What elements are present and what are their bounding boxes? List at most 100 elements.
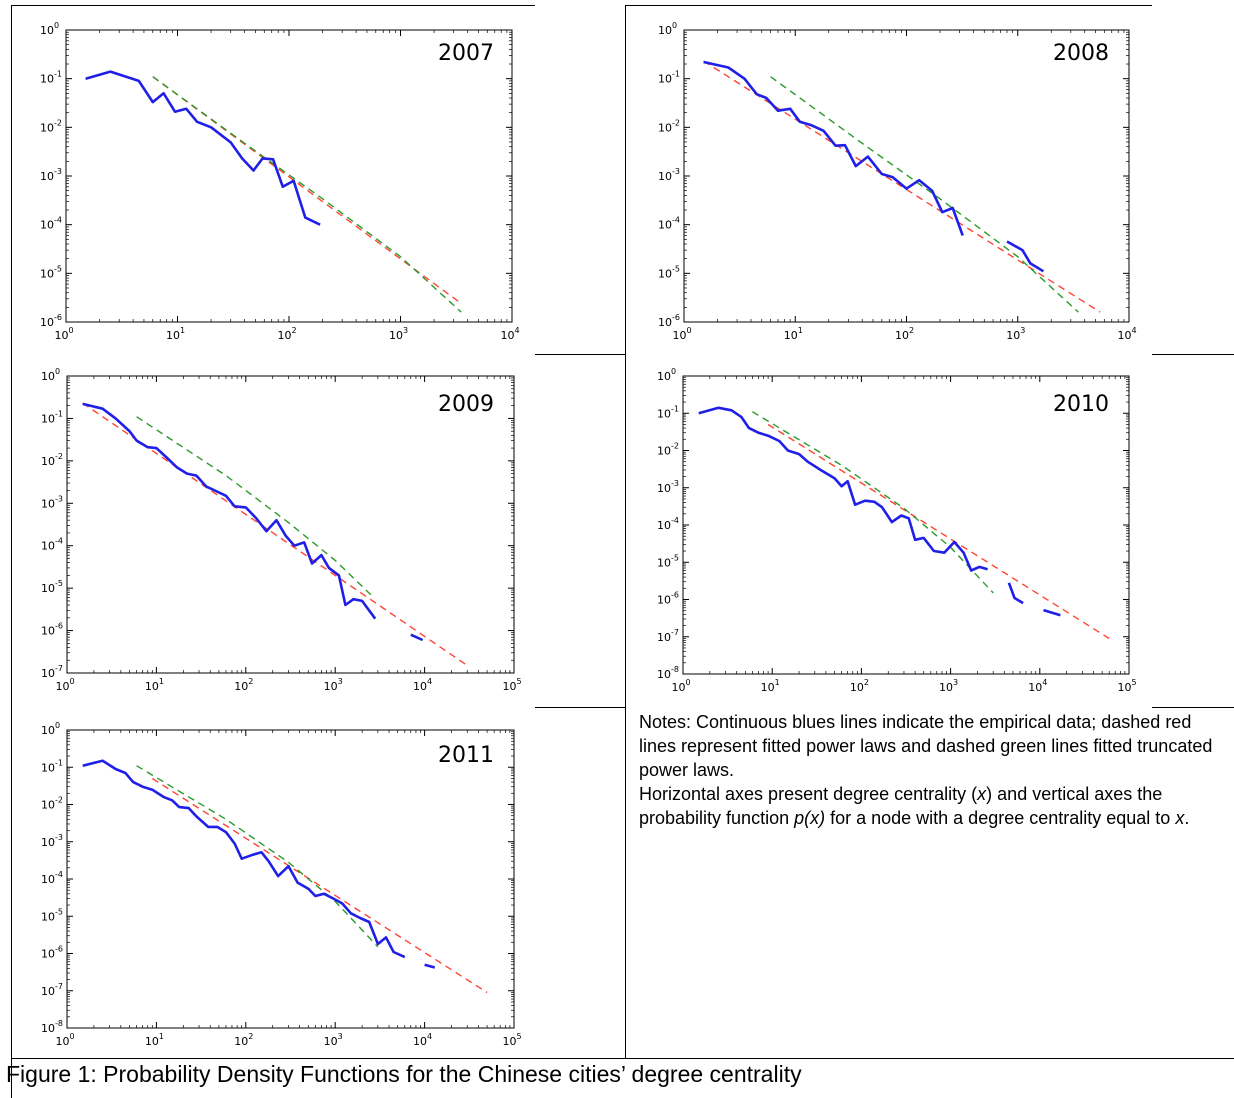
x-tick-label: 101 xyxy=(145,677,164,693)
grid-line-middle xyxy=(625,5,626,1059)
notes-text-b: ) and vertical axes the probability func… xyxy=(639,784,1163,828)
y-tick-label: 10-6 xyxy=(657,591,679,607)
notes-text-a: Horizontal axes present degree centralit… xyxy=(639,784,978,804)
notes-px-func: p(x) xyxy=(794,808,826,828)
x-tick-label: 100 xyxy=(55,677,74,693)
x-tick-label: 101 xyxy=(784,326,803,342)
grid-line-top-right xyxy=(625,5,1152,6)
empirical-data-line xyxy=(1043,608,1061,617)
y-tick-label: 10-6 xyxy=(41,945,63,961)
y-tick-label: 10-4 xyxy=(41,870,63,886)
y-tick-label: 10-2 xyxy=(657,442,679,458)
panel-year-label: 2008 xyxy=(1053,41,1109,66)
x-tick-label: 103 xyxy=(324,677,343,693)
empirical-data-line xyxy=(698,406,988,572)
panel-year-label: 2007 xyxy=(438,41,494,66)
y-tick-label: 10-4 xyxy=(41,537,63,553)
y-tick-label: 10-6 xyxy=(41,622,63,638)
y-tick-label: 10-1 xyxy=(41,409,63,425)
notes-paragraph-2: Horizontal axes present degree centralit… xyxy=(639,782,1229,830)
y-tick-label: 10-2 xyxy=(658,118,680,134)
y-tick-label: 10-4 xyxy=(657,516,679,532)
notes-text-c: for a node with a degree centrality equa… xyxy=(825,808,1176,828)
power-law-fit-line xyxy=(151,777,488,994)
notes-text: Notes: Continuous blues lines indicate t… xyxy=(639,710,1229,830)
x-tick-label: 104 xyxy=(413,1032,432,1048)
y-tick-label: 10-5 xyxy=(41,907,63,923)
figure-caption: Figure 1: Probability Density Functions … xyxy=(6,1061,802,1087)
y-tick-label: 100 xyxy=(41,721,60,737)
x-tick-label: 105 xyxy=(1117,678,1136,694)
axes-frame xyxy=(683,29,1130,323)
chart-panel-2011: 100 101 102 103 104 105 100 10-1 10-2 10-3 10-4 10-… xyxy=(41,721,522,1048)
notes-paragraph-1: Notes: Continuous blues lines indicate t… xyxy=(639,712,1213,780)
notes-text-d: . xyxy=(1184,808,1190,828)
y-tick-label: 10-1 xyxy=(657,404,679,420)
y-tick-label: 10-5 xyxy=(41,579,63,595)
x-tick-label: 102 xyxy=(850,678,869,694)
panel-year-label: 2010 xyxy=(1053,392,1109,417)
minor-ticks xyxy=(684,30,1129,322)
y-tick-label: 10-1 xyxy=(41,758,63,774)
y-tick-label: 10-2 xyxy=(41,796,63,812)
truncated-power-law-fit-line xyxy=(136,416,372,596)
y-tick-label: 10-7 xyxy=(41,982,63,998)
truncated-power-law-fit-line xyxy=(152,76,462,313)
panel-year-label: 2011 xyxy=(438,743,494,768)
y-tick-label: 10-3 xyxy=(41,494,63,510)
x-tick-label: 105 xyxy=(502,677,521,693)
empirical-data-line xyxy=(1007,582,1024,605)
grid-line-row1 xyxy=(535,354,625,355)
empirical-data-line xyxy=(85,70,321,226)
notes-x-var-2: x xyxy=(1175,808,1185,828)
x-tick-label: 103 xyxy=(939,678,958,694)
x-tick-label: 102 xyxy=(234,1032,253,1048)
axes-frame xyxy=(66,729,515,1029)
chart-panel-2009: 100 101 102 103 104 105 100 10-1 10-2 10-3 10-4 10-… xyxy=(41,367,522,693)
empirical-data-line xyxy=(424,963,436,969)
empirical-data-line xyxy=(82,402,377,620)
x-tick-label: 102 xyxy=(895,326,914,342)
minor-ticks xyxy=(67,376,514,673)
y-tick-label: 10-5 xyxy=(657,553,679,569)
y-tick-label: 10-8 xyxy=(657,665,679,681)
x-tick-label: 103 xyxy=(389,326,408,342)
grid-line-top-left xyxy=(11,5,535,6)
y-tick-label: 10-6 xyxy=(40,313,62,329)
notes-x-var: x xyxy=(977,784,987,804)
y-tick-label: 10-7 xyxy=(41,664,63,680)
y-tick-label: 10-3 xyxy=(658,167,680,183)
x-tick-label: 103 xyxy=(324,1032,343,1048)
grid-line-row1-right xyxy=(1152,354,1234,355)
y-tick-label: 10-3 xyxy=(40,167,62,183)
minor-ticks xyxy=(67,730,514,1028)
x-tick-label: 100 xyxy=(672,326,691,342)
y-tick-label: 100 xyxy=(657,367,676,383)
y-tick-label: 10-6 xyxy=(658,313,680,329)
panel-year-label: 2009 xyxy=(438,392,494,417)
truncated-power-law-fit-line xyxy=(136,765,379,948)
x-tick-label: 102 xyxy=(277,326,296,342)
y-tick-label: 10-4 xyxy=(658,216,680,232)
x-tick-label: 103 xyxy=(1006,326,1025,342)
y-tick-label: 100 xyxy=(658,21,677,37)
x-tick-label: 104 xyxy=(1117,326,1136,342)
y-tick-label: 10-1 xyxy=(658,70,680,86)
x-tick-label: 105 xyxy=(502,1032,521,1048)
x-tick-label: 104 xyxy=(1028,678,1047,694)
axes-frame xyxy=(66,375,515,674)
axes-frame xyxy=(682,375,1130,675)
grid-line-row2-right xyxy=(1152,707,1234,708)
x-tick-label: 100 xyxy=(671,678,690,694)
chart-panel-2010: 100 101 102 103 104 105 100 10-1 10-2 10-3 10-4 10-… xyxy=(657,367,1137,694)
y-tick-label: 10-1 xyxy=(40,70,62,86)
y-tick-label: 10-3 xyxy=(41,833,63,849)
y-tick-label: 10-2 xyxy=(41,452,63,468)
y-tick-label: 10-5 xyxy=(40,264,62,280)
empirical-data-line xyxy=(82,759,406,959)
minor-ticks xyxy=(66,30,512,322)
y-tick-label: 10-2 xyxy=(40,118,62,134)
y-tick-label: 10-3 xyxy=(657,479,679,495)
chart-panel-2007: 100 101 102 103 104 100 10-1 10-2 10-3 10-4 10-5 10… xyxy=(40,21,520,342)
x-tick-label: 101 xyxy=(761,678,780,694)
